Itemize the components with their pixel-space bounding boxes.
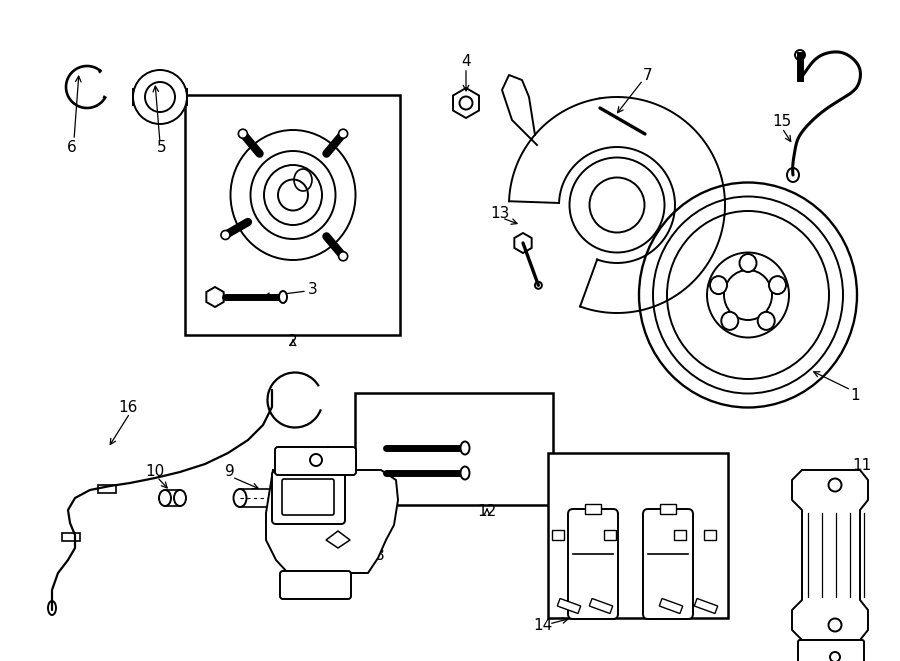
Bar [660,504,676,514]
Ellipse shape [461,467,470,479]
Text: 5: 5 [158,141,166,155]
Text: 13: 13 [491,206,509,221]
Ellipse shape [769,276,786,294]
FancyBboxPatch shape [272,471,345,524]
Text: 16: 16 [118,401,138,416]
Text: 12: 12 [477,504,497,520]
Bar [185,95,400,335]
Bar [552,530,564,540]
Ellipse shape [707,253,789,338]
Ellipse shape [639,182,857,407]
Ellipse shape [230,130,356,260]
Polygon shape [453,88,479,118]
Bar [704,530,716,540]
Bar [62,533,80,541]
Polygon shape [266,470,398,573]
Text: 2: 2 [288,334,298,350]
Bar [585,504,601,514]
Text: 7: 7 [644,67,652,83]
Ellipse shape [238,129,248,138]
Polygon shape [557,598,580,613]
Ellipse shape [221,231,230,239]
Ellipse shape [795,50,805,60]
Ellipse shape [787,168,799,182]
Ellipse shape [829,619,842,631]
Text: 6: 6 [68,139,76,155]
Ellipse shape [461,442,470,455]
Ellipse shape [758,312,775,330]
FancyBboxPatch shape [643,509,693,619]
Ellipse shape [535,282,542,289]
Ellipse shape [710,276,727,294]
Ellipse shape [133,70,187,124]
Text: 15: 15 [772,114,792,130]
Ellipse shape [48,601,56,615]
Polygon shape [206,287,224,307]
Text: 10: 10 [146,465,165,479]
FancyBboxPatch shape [798,640,864,661]
Bar [98,485,116,493]
Bar [548,453,728,618]
Polygon shape [365,437,384,459]
Text: 3: 3 [308,282,318,297]
Polygon shape [470,440,484,456]
Polygon shape [591,98,608,118]
Text: 8: 8 [375,549,384,563]
Ellipse shape [721,312,738,330]
Text: 14: 14 [534,617,553,633]
FancyBboxPatch shape [275,447,356,475]
Text: 1: 1 [850,387,860,403]
Ellipse shape [279,291,287,303]
Bar [604,530,616,540]
Ellipse shape [829,479,842,492]
Polygon shape [509,97,725,313]
Polygon shape [590,598,613,613]
Bar [674,530,686,540]
Polygon shape [514,233,532,253]
Polygon shape [470,465,484,481]
FancyBboxPatch shape [280,571,351,599]
FancyBboxPatch shape [568,509,618,619]
Ellipse shape [338,129,347,138]
Ellipse shape [338,252,347,261]
Ellipse shape [174,490,186,506]
Ellipse shape [233,489,247,507]
Bar [355,393,553,505]
Ellipse shape [740,254,757,272]
Text: 4: 4 [461,54,471,69]
Ellipse shape [642,130,649,137]
Text: 9: 9 [225,465,235,479]
Ellipse shape [159,490,171,506]
Polygon shape [365,462,384,484]
Polygon shape [660,598,683,613]
Polygon shape [792,470,868,640]
Text: 11: 11 [852,457,871,473]
Ellipse shape [285,489,299,507]
Polygon shape [694,598,717,613]
